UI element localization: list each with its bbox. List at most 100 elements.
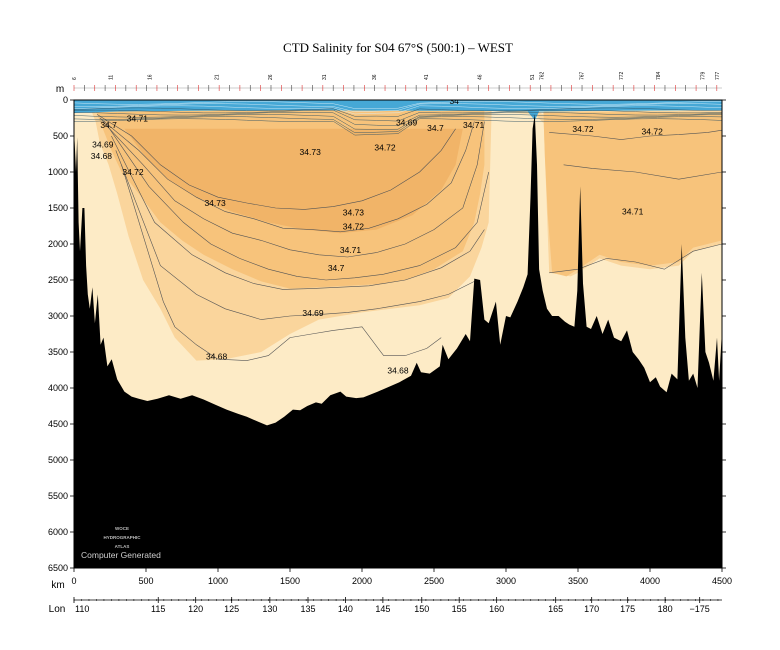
computer-generated-watermark: Computer Generated	[81, 550, 161, 560]
surface-contour-lines	[74, 101, 722, 136]
lon-tick-label: 115	[151, 604, 165, 614]
contour-label: 34.72	[343, 222, 365, 232]
contour-label: 34.7	[427, 123, 444, 133]
y-tick-label: 1500	[48, 203, 68, 213]
station-label: 16	[148, 74, 154, 80]
plot-frame	[73, 99, 723, 569]
contour-label: 34.72	[122, 167, 144, 177]
bathymetry	[74, 114, 722, 568]
surface-contour	[74, 105, 722, 115]
contour-label: 34.68	[206, 351, 228, 361]
surface-contour	[74, 118, 722, 136]
contour-label: 34.71	[340, 245, 362, 255]
y-tick-label: 2000	[48, 239, 68, 249]
surface-contour	[74, 103, 722, 113]
lon-tick-label: 180	[658, 604, 673, 614]
y-axis: m 0 500 1000 1500 2000 2500 3000 3500 4000 4500 50…	[48, 84, 726, 573]
lon-tick-label: 160	[489, 604, 504, 614]
station-label: 6	[72, 77, 78, 80]
lon-tick-label: 165	[548, 604, 563, 614]
x-tick-label: 2000	[352, 576, 372, 586]
chart-title: CTD Salinity for S04 67°S (500:1) – WEST	[283, 40, 513, 55]
station-label: 26	[268, 74, 274, 80]
x-tick-label: 1500	[280, 576, 300, 586]
contour-label: 34.73	[204, 198, 226, 208]
surface-contour	[74, 107, 722, 117]
surface-contour	[74, 112, 722, 127]
contour-label: 34.68	[91, 151, 113, 161]
contour-label: 34.7	[100, 120, 117, 130]
y-ticks: 0 500 1000 1500 2000 2500 3000 3500 4000 4500 5000…	[48, 95, 726, 573]
station-marks: 6 11 16 21 26 31 36 41 46 51 762 767 772 784 779 777	[72, 71, 721, 80]
station-label: 46	[477, 74, 483, 80]
surface-contour	[74, 116, 722, 133]
station-label: 51	[530, 74, 536, 80]
contour-line	[115, 150, 478, 320]
y-tick-label: 3500	[48, 347, 68, 357]
x-axis: km 0 500 1000 1500 2000 2500 3000 3500 4000 4500	[51, 568, 732, 591]
woce-logo: WOCE HYDROGRAPHIC ATLAS	[103, 526, 141, 549]
lon-tick-label: −175	[690, 604, 710, 614]
lon-axis: Lon 110 115 120 125 130 135 140 145 150 155 160 165…	[49, 597, 722, 615]
x-tick-label: 2500	[424, 576, 444, 586]
y-tick-label: 3000	[48, 311, 68, 321]
logo-line-2: HYDROGRAPHIC	[103, 535, 141, 540]
contour-line	[563, 164, 722, 180]
y-axis-unit: m	[56, 84, 64, 95]
station-label: 36	[372, 74, 378, 80]
lon-tick-label: 155	[452, 604, 467, 614]
contour-label: 34.69	[396, 117, 418, 127]
contour-label: 34.71	[463, 120, 485, 130]
contour-label: 34.69	[92, 140, 114, 150]
lon-tick-label: 135	[300, 604, 315, 614]
station-label: 762	[539, 71, 545, 80]
logo-line-3: ATLAS	[115, 544, 130, 549]
contour-label: 34.69	[302, 308, 324, 318]
lon-tick-label: 120	[188, 604, 203, 614]
station-label: 21	[215, 74, 221, 80]
lon-tick-label: 175	[620, 604, 635, 614]
contour-label: 34.71	[127, 114, 149, 124]
x-tick-label: 500	[138, 576, 153, 586]
surface-contour	[74, 109, 722, 122]
x-axis-unit: km	[51, 580, 64, 591]
y-tick-label: 0	[63, 95, 68, 105]
station-label: 41	[424, 74, 430, 80]
lon-tick-label: 125	[224, 604, 239, 614]
contour-line	[106, 125, 489, 281]
contour-label: 34.72	[572, 124, 594, 134]
y-tick-label: 6000	[48, 527, 68, 537]
contour-label: 34.72	[642, 127, 664, 137]
lon-tick-label: 150	[414, 604, 429, 614]
contour-line	[99, 117, 475, 233]
station-label: 784	[656, 71, 662, 80]
contour-label: 34.72	[374, 143, 396, 153]
x-tick-label: 0	[71, 576, 76, 586]
salinity-band-top	[124, 128, 463, 234]
y-tick-label: 4000	[48, 383, 68, 393]
contour-line	[96, 114, 456, 210]
station-label: 767	[580, 71, 586, 80]
contour-line	[549, 129, 722, 140]
lon-ticks: 110 115 120 125 130 135 140 145 150 155 160 165 170 1…	[73, 597, 719, 614]
logo-line-1: WOCE	[115, 526, 129, 531]
contour-label: 34.73	[300, 147, 322, 157]
y-tick-label: 500	[53, 131, 68, 141]
lon-tick-label: 170	[584, 604, 599, 614]
x-tick-label: 3000	[496, 576, 516, 586]
lon-tick-label: 110	[75, 604, 89, 614]
x-tick-label: 4000	[640, 576, 660, 586]
contour-label: 34.68	[387, 366, 409, 376]
station-label: 779	[701, 71, 707, 80]
top-tick-marks	[73, 85, 722, 91]
lon-tick-label: 130	[262, 604, 277, 614]
surface-contour	[74, 101, 722, 109]
lon-tick-label: 145	[375, 604, 390, 614]
salinity-band-east	[543, 112, 722, 277]
surface-contour	[74, 114, 722, 130]
y-tick-label: 4500	[48, 419, 68, 429]
x-tick-label: 1000	[208, 576, 228, 586]
